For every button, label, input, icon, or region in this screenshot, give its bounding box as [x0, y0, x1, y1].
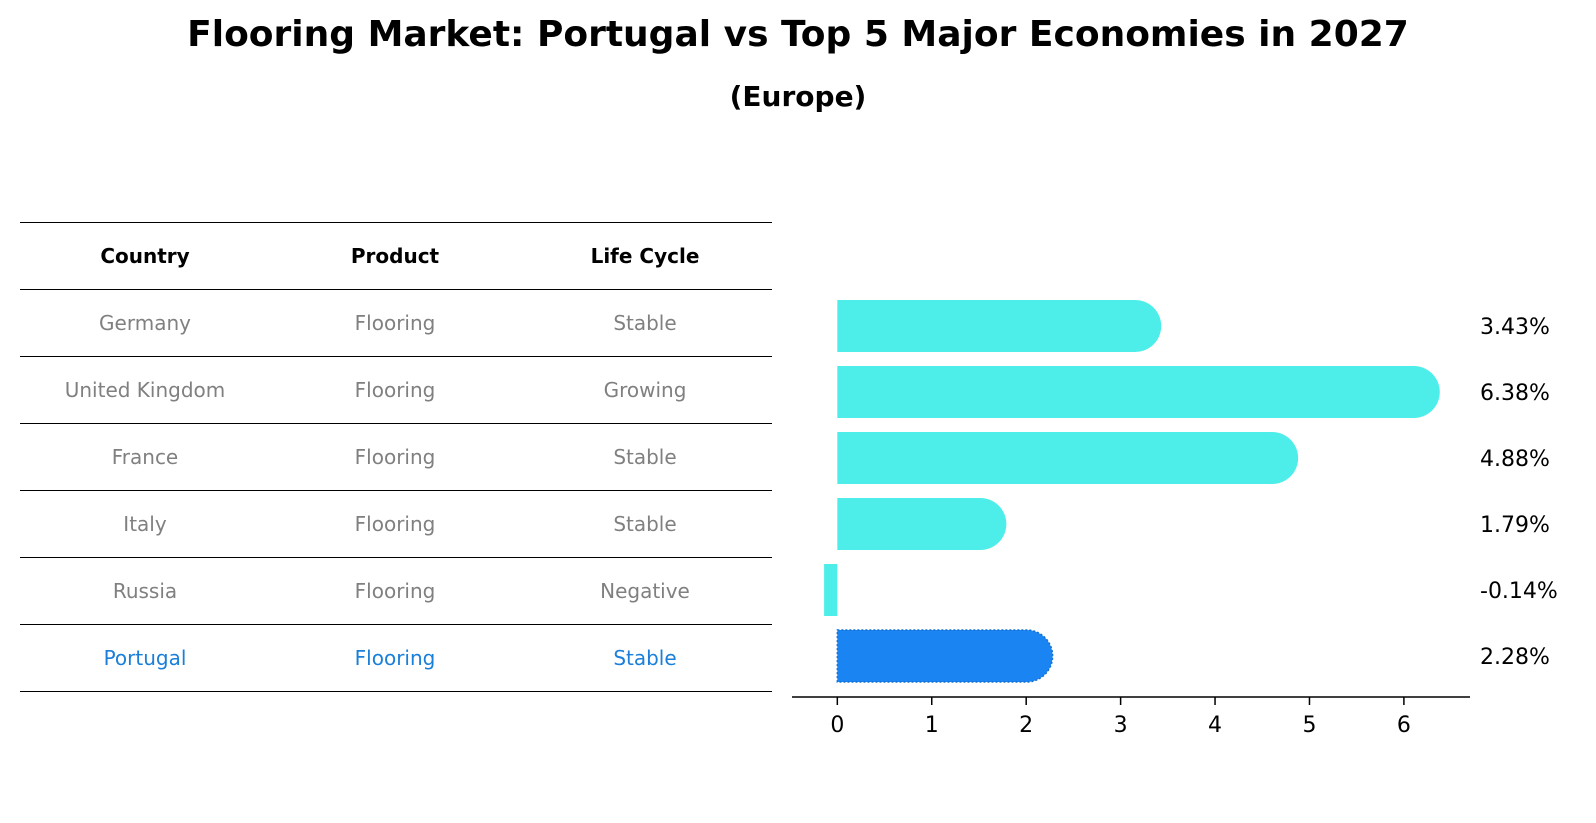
cell-product: Flooring [354, 512, 436, 536]
bar [837, 498, 1007, 550]
x-tick-label: 4 [1208, 713, 1222, 738]
cell-product: Flooring [354, 378, 436, 402]
bar [837, 366, 1440, 418]
bar-value-label: 3.43% [1480, 315, 1550, 340]
bar [837, 300, 1162, 352]
cell-life-cycle: Growing [603, 378, 687, 402]
cell-product: Flooring [354, 579, 436, 603]
cell-life-cycle: Stable [613, 311, 677, 335]
chart-title: Flooring Market: Portugal vs Top 5 Major… [187, 14, 1409, 55]
table-row: United Kingdom Flooring Growing [20, 356, 772, 423]
bar [824, 564, 838, 616]
x-tick-label: 0 [830, 713, 844, 738]
table-row: Italy Flooring Stable [20, 490, 772, 557]
x-tick-label: 3 [1114, 713, 1128, 738]
x-tick-label: 2 [1019, 713, 1033, 738]
cell-life-cycle: Stable [613, 512, 677, 536]
data-table: Country Product Life Cycle Germany Floor… [20, 222, 772, 692]
cell-life-cycle: Negative [600, 579, 690, 603]
bar [837, 432, 1299, 484]
bar [836, 629, 1054, 683]
column-header-country: Country [100, 244, 190, 268]
chart-subtitle: (Europe) [729, 80, 867, 113]
cell-country: Germany [99, 311, 191, 335]
table-header-row: Country Product Life Cycle [20, 222, 772, 289]
column-header-life-cycle: Life Cycle [590, 244, 700, 268]
cell-country: France [111, 445, 179, 469]
cell-life-cycle: Stable [613, 646, 677, 670]
column-header-product: Product [350, 244, 440, 268]
bar-value-label: -0.14% [1480, 579, 1558, 604]
cell-product: Flooring [354, 646, 436, 670]
x-tick-label: 5 [1302, 713, 1316, 738]
cell-country: Russia [112, 579, 178, 603]
cell-product: Flooring [354, 445, 436, 469]
cell-country: United Kingdom [64, 378, 226, 402]
table-row: France Flooring Stable [20, 423, 772, 490]
bar-value-label: 2.28% [1480, 645, 1550, 670]
cell-product: Flooring [354, 311, 436, 335]
cell-life-cycle: Stable [613, 445, 677, 469]
cell-country: Italy [123, 512, 167, 536]
x-tick-label: 1 [925, 713, 939, 738]
bar-value-label: 1.79% [1480, 513, 1550, 538]
bar-value-label: 6.38% [1480, 381, 1550, 406]
x-tick-label: 6 [1397, 713, 1411, 738]
table-row-highlighted: Portugal Flooring Stable [20, 624, 772, 692]
table-row: Russia Flooring Negative [20, 557, 772, 624]
table-row: Germany Flooring Stable [20, 289, 772, 356]
bar-value-label: 4.88% [1480, 447, 1550, 472]
cell-country: Portugal [103, 646, 187, 670]
